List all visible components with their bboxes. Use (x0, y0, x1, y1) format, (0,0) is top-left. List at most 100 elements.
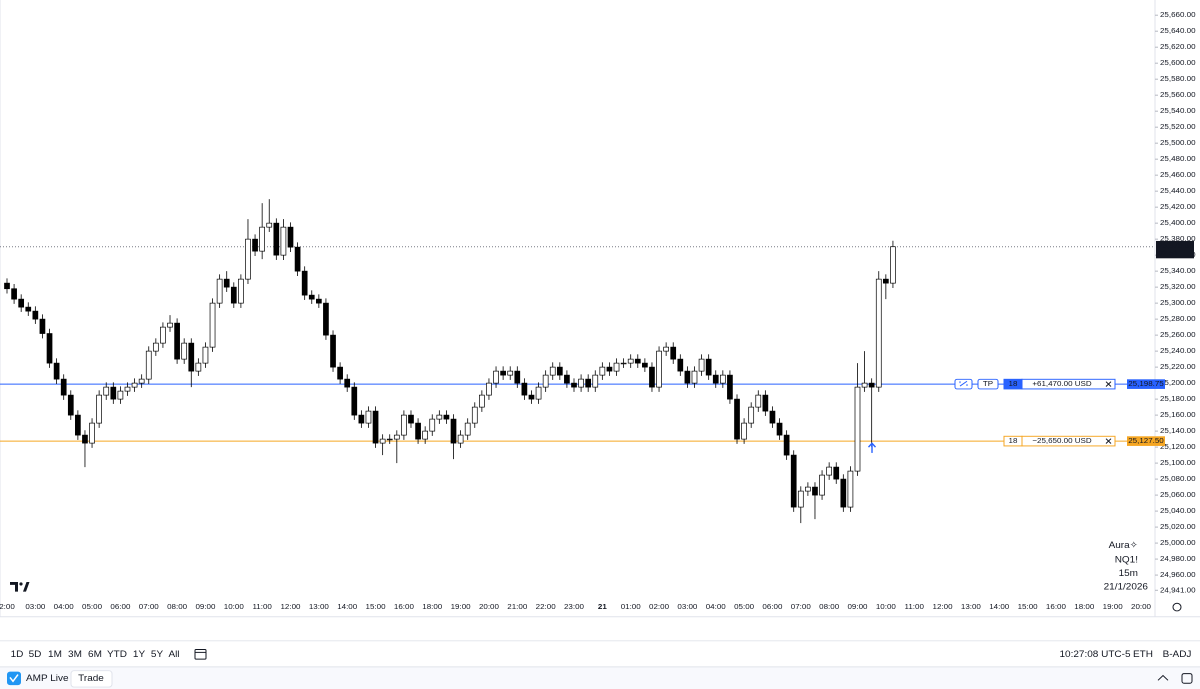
candle (691, 366, 698, 388)
legend-date: 21/1/2026 (1104, 582, 1149, 593)
candle-body (663, 346, 669, 352)
y-tick-label: 25,060.00 (1160, 490, 1196, 499)
candle-body (273, 222, 280, 256)
y-tick-label: 25,320.00 (1160, 282, 1196, 291)
candle (167, 315, 173, 332)
order-icon[interactable] (959, 380, 968, 387)
broker-name[interactable]: AMP Live (26, 673, 69, 684)
candle (408, 410, 414, 428)
candle (330, 330, 336, 372)
candle (450, 414, 457, 460)
candle (535, 382, 542, 404)
close-icon[interactable] (1105, 381, 1112, 387)
range-button[interactable]: 1Y (133, 649, 146, 660)
x-tick-label: 2:00 (0, 602, 15, 611)
candle (351, 382, 358, 420)
candle-body (436, 414, 443, 420)
candle (840, 474, 847, 512)
pnl-box[interactable] (1021, 378, 1116, 390)
y-tick-label: 25,580.00 (1160, 74, 1196, 83)
candle (323, 298, 329, 340)
candle-body (556, 366, 563, 376)
range-button[interactable]: 5D (29, 649, 42, 660)
x-tick-label: 02:00 (649, 602, 670, 611)
candle-body (294, 246, 301, 272)
range-button[interactable]: YTD (107, 649, 127, 660)
candle-body (39, 318, 46, 334)
tag-box[interactable] (977, 378, 999, 390)
candle-body (457, 434, 464, 444)
range-button[interactable]: All (168, 649, 179, 660)
footer: AMP Live Trade (7, 670, 1193, 688)
candle-body (131, 382, 138, 388)
y-tick-label: 24,960.00 (1160, 570, 1196, 579)
close-icon[interactable] (1105, 438, 1112, 444)
y-tick-label: 25,640.00 (1160, 26, 1196, 35)
candle (174, 318, 180, 364)
candle (280, 219, 287, 260)
range-button[interactable]: 1M (48, 649, 62, 660)
settings-icon[interactable] (1172, 602, 1182, 612)
candle-body (734, 398, 740, 440)
y-tick-label: 25,240.00 (1160, 346, 1196, 355)
candle-body (301, 270, 308, 296)
candle-body (4, 282, 10, 290)
calendar-icon[interactable] (194, 649, 207, 660)
candle (457, 430, 464, 448)
candle (698, 354, 705, 376)
candle (259, 203, 265, 260)
x-tick-label: 10:00 (876, 602, 897, 611)
candle (379, 434, 386, 456)
price-label-box (1127, 379, 1165, 389)
x-tick-label: 22:00 (536, 602, 557, 611)
candle-body (11, 288, 17, 300)
x-tick-label: 07:00 (139, 602, 160, 611)
candle (642, 358, 648, 372)
x-tick-label: 20:00 (1131, 602, 1152, 611)
calendar[interactable] (194, 649, 207, 660)
candle (82, 430, 88, 468)
candle (39, 314, 46, 339)
pnl-box[interactable] (1021, 435, 1116, 447)
trade-button-label[interactable]: Trade (78, 673, 104, 684)
gear[interactable] (1172, 602, 1182, 612)
maximize-icon[interactable] (1181, 673, 1193, 684)
trade-button[interactable] (70, 670, 113, 688)
toolbar: 10:27:08 UTC-5 ETH B-ADJ 1D 5D 1M 3M 6M YTD 1Y… (11, 649, 1192, 660)
candle (486, 378, 492, 400)
candle (627, 354, 634, 368)
broker-check (9, 674, 19, 683)
price-label: 25,127.50 (1128, 436, 1164, 445)
range-button[interactable]: 3M (68, 649, 82, 660)
x-tick-label: 12:00 (933, 602, 954, 611)
y-tick-label: 25,040.00 (1160, 506, 1196, 515)
candle-body (238, 278, 244, 304)
candle (500, 366, 506, 380)
candle-body (613, 362, 620, 372)
candle (649, 362, 655, 392)
candle-body (103, 386, 110, 396)
session[interactable]: ETH (1133, 649, 1153, 660)
candle (422, 426, 429, 444)
candle (741, 418, 747, 444)
adjustment[interactable]: B-ADJ (1163, 649, 1192, 660)
x-tick-label: 19:00 (451, 602, 472, 611)
price-label: 25,198.75 (1128, 379, 1164, 388)
x-tick-label: 09:00 (195, 602, 216, 611)
candle (719, 370, 726, 388)
candle (223, 271, 230, 292)
candle (528, 390, 535, 404)
x-tick-label: 05:00 (734, 602, 755, 611)
candle (89, 418, 95, 448)
candle-body (521, 382, 528, 396)
candle-body (443, 414, 450, 420)
candle-body (152, 342, 159, 352)
range-button[interactable]: 6M (88, 649, 102, 660)
x-tick-label: 10:00 (224, 602, 245, 611)
candle-body (514, 370, 521, 384)
range-button[interactable]: 1D (11, 649, 24, 660)
range-button[interactable]: 5Y (151, 649, 164, 660)
candle (826, 462, 833, 480)
collapse-icon[interactable] (1157, 674, 1169, 681)
